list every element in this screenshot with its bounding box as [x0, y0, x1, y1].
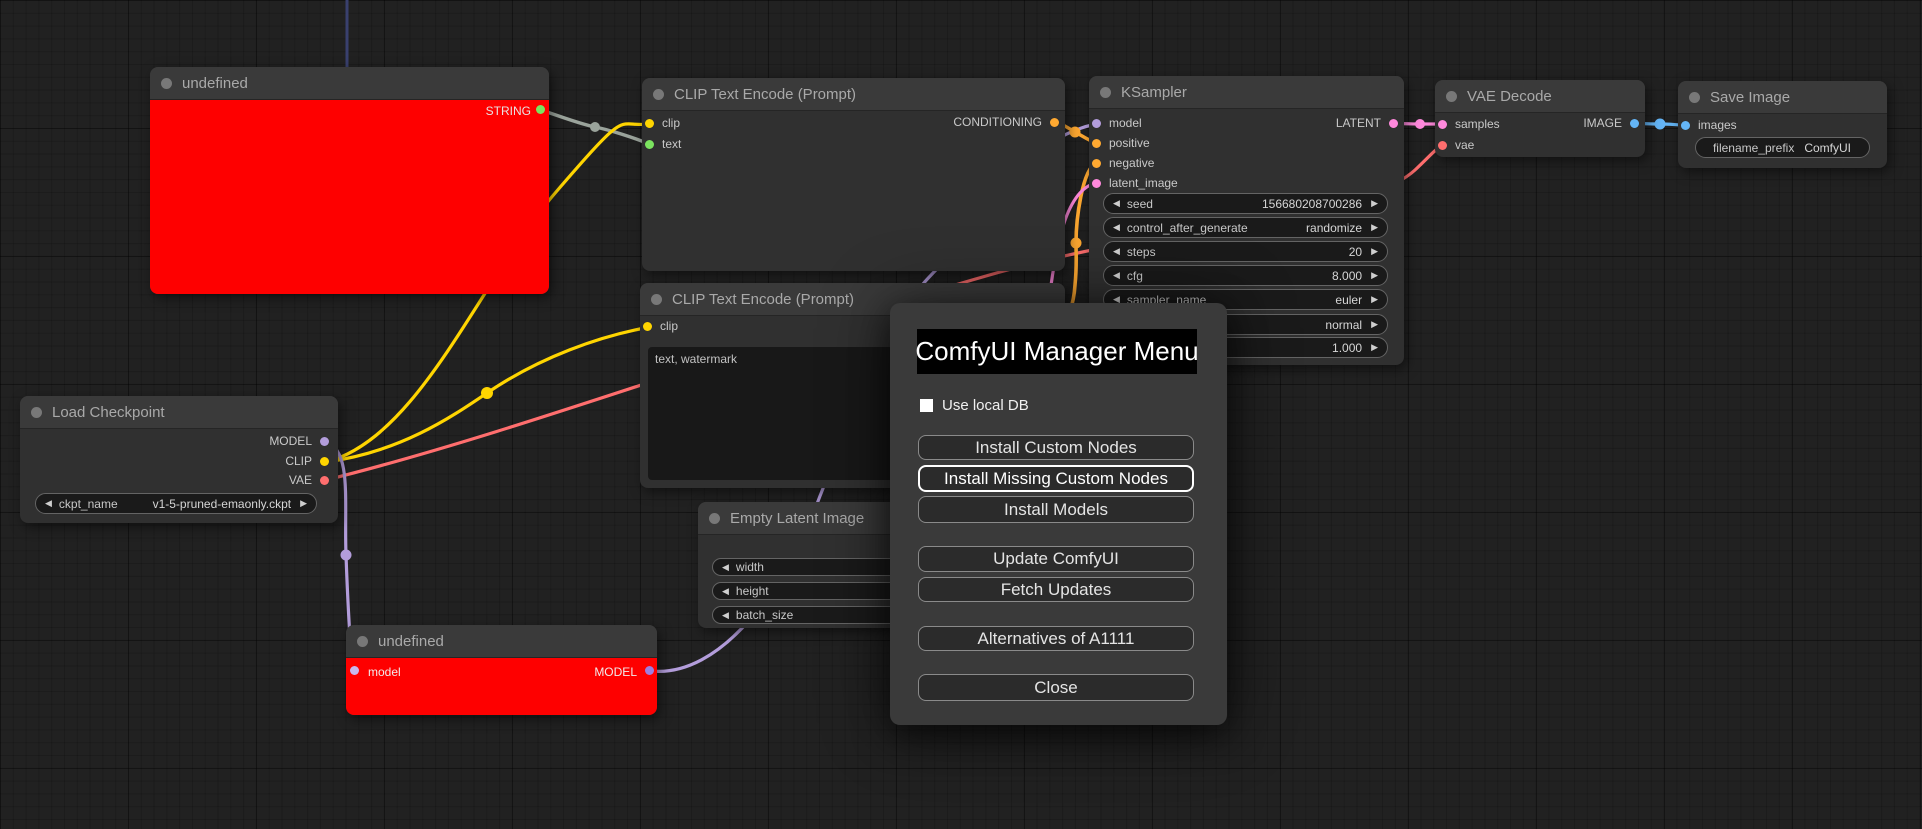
input-port-positive[interactable]: positive [1092, 136, 1150, 150]
node-title: Empty Latent Image [730, 509, 865, 527]
collapse-dot-icon[interactable] [31, 406, 42, 418]
node-save-image[interactable]: Save Image images filename_prefix ComfyU… [1678, 81, 1887, 168]
widget-seed[interactable]: ◀ seed 156680208700286 ▶ [1103, 193, 1388, 214]
output-port-latent[interactable]: LATENT [1336, 116, 1398, 130]
decrement-arrow-icon[interactable]: ◀ [722, 585, 729, 596]
reroute-dot[interactable] [1069, 126, 1081, 138]
input-port-latent-image[interactable]: latent_image [1092, 176, 1178, 190]
alternatives-of-a1111-button[interactable]: Alternatives of A1111 [918, 626, 1194, 651]
output-label-string: STRING [485, 104, 531, 118]
node-title: CLIP Text Encode (Prompt) [674, 85, 857, 103]
output-port-model[interactable]: MODEL [269, 434, 329, 448]
decrement-arrow-icon[interactable]: ◀ [1113, 270, 1120, 280]
node-clip-text-encode-1[interactable]: CLIP Text Encode (Prompt) clip text COND… [642, 78, 1065, 271]
output-port-conditioning[interactable]: CONDITIONING [953, 115, 1059, 129]
comfyui-manager-dialog: ComfyUI Manager Menu Use local DB Instal… [890, 303, 1227, 725]
input-port-clip[interactable]: clip [645, 116, 680, 130]
install-custom-nodes-button[interactable]: Install Custom Nodes [918, 435, 1194, 460]
input-port-vae[interactable]: vae [1438, 138, 1474, 152]
increment-arrow-icon[interactable]: ▶ [1371, 222, 1378, 232]
dialog-title: ComfyUI Manager Menu [915, 329, 1199, 374]
increment-arrow-icon[interactable]: ▶ [1371, 294, 1378, 304]
increment-arrow-icon[interactable]: ▶ [1371, 270, 1378, 280]
widget-control-after-generate[interactable]: ◀ control_after_generate randomize ▶ [1103, 217, 1388, 238]
widget-steps[interactable]: ◀ steps 20 ▶ [1103, 241, 1388, 262]
use-local-db-label: Use local DB [942, 397, 1029, 414]
reroute-dot[interactable] [340, 549, 352, 561]
input-port-model[interactable]: model [1092, 116, 1142, 130]
error-node-body [150, 100, 549, 294]
input-port-samples[interactable]: samples [1438, 117, 1500, 131]
error-node-body [346, 658, 657, 715]
input-port-clip[interactable]: clip [643, 319, 678, 333]
input-port-text[interactable]: text [645, 137, 681, 151]
output-port-string[interactable] [536, 105, 545, 114]
output-label-model: MODEL [594, 665, 637, 679]
node-title: VAE Decode [1467, 87, 1552, 105]
input-port-negative[interactable]: negative [1092, 156, 1154, 170]
decrement-arrow-icon[interactable]: ◀ [1113, 294, 1120, 304]
update-comfyui-button[interactable]: Update ComfyUI [918, 546, 1194, 572]
node-undefined-bottom[interactable]: undefined model MODEL [346, 625, 657, 715]
decrement-arrow-icon[interactable]: ◀ [1113, 246, 1120, 256]
node-load-checkpoint[interactable]: Load Checkpoint MODEL CLIP VAE ◀ ckpt_na… [20, 396, 338, 523]
node-title: CLIP Text Encode (Prompt) [672, 290, 855, 308]
install-models-button[interactable]: Install Models [918, 496, 1194, 523]
collapse-dot-icon[interactable] [161, 77, 172, 89]
decrement-arrow-icon[interactable]: ◀ [1113, 222, 1120, 232]
use-local-db-checkbox[interactable] [920, 399, 933, 412]
reroute-dot[interactable] [1070, 237, 1082, 249]
node-title: undefined [378, 632, 444, 650]
output-port-clip[interactable]: CLIP [285, 454, 329, 468]
close-button[interactable]: Close [918, 674, 1194, 701]
output-port-vae[interactable]: VAE [289, 473, 329, 487]
node-title: Load Checkpoint [52, 403, 165, 421]
widget-filename-prefix[interactable]: filename_prefix ComfyUI [1695, 137, 1870, 158]
widget-cfg[interactable]: ◀ cfg 8.000 ▶ [1103, 265, 1388, 286]
input-port-images[interactable]: images [1681, 118, 1737, 132]
reroute-dot[interactable] [481, 387, 493, 399]
node-undefined-top[interactable]: undefined STRING [150, 67, 549, 294]
node-title: Save Image [1710, 88, 1791, 106]
collapse-dot-icon[interactable] [1446, 90, 1457, 102]
collapse-dot-icon[interactable] [1100, 86, 1111, 98]
increment-arrow-icon[interactable]: ▶ [1371, 198, 1378, 208]
collapse-dot-icon[interactable] [357, 635, 368, 647]
increment-arrow-icon[interactable]: ▶ [1371, 246, 1378, 256]
increment-arrow-icon[interactable]: ▶ [300, 498, 307, 508]
decrement-arrow-icon[interactable]: ◀ [722, 609, 729, 620]
input-port-model[interactable] [350, 666, 359, 675]
node-vae-decode[interactable]: VAE Decode samples vae IMAGE [1435, 80, 1645, 157]
output-port-image[interactable]: IMAGE [1583, 116, 1639, 130]
collapse-dot-icon[interactable] [1689, 91, 1700, 103]
reroute-dot[interactable] [1415, 119, 1425, 129]
install-missing-custom-nodes-button[interactable]: Install Missing Custom Nodes [918, 465, 1194, 492]
input-label-model: model [368, 665, 401, 679]
widget-ckpt-name[interactable]: ◀ ckpt_name v1-5-pruned-emaonly.ckpt ▶ [35, 493, 317, 514]
collapse-dot-icon[interactable] [709, 512, 720, 524]
node-title: KSampler [1121, 83, 1187, 101]
reroute-dot[interactable] [590, 122, 600, 132]
collapse-dot-icon[interactable] [651, 293, 662, 305]
output-port-model[interactable] [645, 666, 654, 675]
collapse-dot-icon[interactable] [653, 88, 664, 100]
reroute-dot[interactable] [1654, 118, 1666, 130]
node-title: undefined [182, 74, 248, 92]
fetch-updates-button[interactable]: Fetch Updates [918, 577, 1194, 602]
decrement-arrow-icon[interactable]: ◀ [1113, 198, 1120, 208]
increment-arrow-icon[interactable]: ▶ [1371, 342, 1378, 352]
decrement-arrow-icon[interactable]: ◀ [722, 561, 729, 572]
use-local-db-row: Use local DB [920, 397, 1029, 414]
decrement-arrow-icon[interactable]: ◀ [45, 498, 52, 508]
increment-arrow-icon[interactable]: ▶ [1371, 319, 1378, 329]
